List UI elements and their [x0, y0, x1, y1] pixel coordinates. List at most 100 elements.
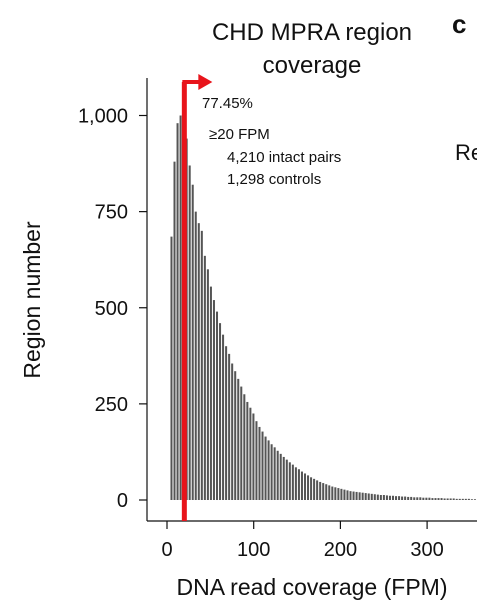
- histogram-bar: [379, 495, 382, 500]
- histogram-bar: [461, 498, 464, 500]
- histogram-bar: [370, 493, 373, 500]
- histogram-bar: [188, 165, 191, 501]
- histogram-bar: [252, 413, 255, 500]
- histogram-bar: [255, 421, 258, 500]
- histogram-bar: [240, 386, 243, 500]
- adjacent-panel-text: Re: [455, 140, 477, 165]
- y-tick-label: 500: [95, 298, 128, 320]
- histogram-bar: [431, 498, 434, 500]
- x-axis-title: DNA read coverage (FPM): [177, 574, 448, 600]
- histogram-bar: [346, 490, 349, 500]
- histogram-bar: [449, 498, 452, 500]
- histogram-bar: [428, 497, 431, 500]
- histogram-bar: [307, 475, 310, 500]
- histogram-bar: [340, 488, 343, 500]
- histogram-bar: [237, 378, 240, 500]
- histogram-bar: [319, 481, 322, 500]
- histogram-bar: [419, 497, 422, 500]
- chart-title-line-1: CHD MPRA region: [212, 19, 412, 46]
- histogram-bar: [197, 223, 200, 500]
- panel-label: c: [452, 9, 466, 39]
- histogram-bar: [276, 450, 279, 500]
- y-tick-label: 0: [117, 490, 128, 512]
- histogram-bar: [395, 496, 398, 500]
- histogram-bar: [373, 494, 376, 500]
- histogram-bar: [398, 496, 401, 500]
- histogram-bar: [325, 484, 328, 500]
- histogram-bar: [243, 394, 246, 500]
- threshold-arrow-head: [198, 74, 213, 90]
- histogram-bar: [382, 495, 385, 500]
- histogram-bar: [443, 498, 446, 500]
- histogram-bar: [358, 492, 361, 500]
- histogram-bar: [206, 269, 209, 500]
- histogram-bar: [267, 440, 270, 500]
- histogram-bar: [285, 459, 288, 500]
- histogram-bar: [434, 498, 437, 500]
- x-tick-label: 100: [237, 539, 270, 561]
- histogram-bar: [222, 334, 225, 500]
- histogram-bar: [455, 498, 458, 500]
- histogram-bar: [331, 486, 334, 500]
- histogram-bar: [355, 491, 358, 500]
- y-tick-label: 250: [95, 394, 128, 416]
- histogram-bar: [343, 489, 346, 500]
- histogram-bar: [279, 453, 282, 500]
- histogram-bar: [316, 480, 319, 500]
- threshold-marker: [181, 74, 213, 521]
- fpm-annotation: ≥20 FPM: [209, 126, 270, 143]
- histogram-bar: [458, 498, 461, 500]
- chart-title-line-2: coverage: [263, 52, 362, 79]
- histogram-bar: [367, 493, 370, 500]
- histogram-bar: [407, 496, 410, 500]
- histogram-bar: [334, 487, 337, 500]
- histogram-bar: [173, 161, 176, 500]
- x-tick-label: 200: [324, 539, 357, 561]
- histogram-bar: [300, 471, 303, 500]
- histogram-bar: [437, 498, 440, 500]
- histogram-bar: [234, 371, 237, 500]
- histogram-bar: [391, 495, 395, 500]
- histogram-bar: [212, 300, 215, 500]
- histogram-bar: [246, 401, 249, 500]
- histogram-bar: [228, 353, 231, 500]
- histogram-bar: [288, 462, 291, 500]
- histogram-bar: [273, 447, 276, 500]
- histogram-bar: [467, 498, 470, 500]
- histogram-bar: [425, 497, 428, 500]
- x-tick-label: 300: [410, 539, 443, 561]
- y-ticks: 0 250 500 750 1,000: [78, 106, 147, 512]
- histogram-bar: [203, 255, 206, 500]
- histogram-bar: [176, 123, 179, 500]
- histogram-bar: [194, 211, 197, 501]
- histogram-bar: [215, 311, 219, 501]
- histogram-bar: [179, 115, 182, 500]
- histogram-bar: [440, 498, 443, 500]
- histogram-bar: [200, 230, 203, 500]
- histogram-bar: [385, 495, 388, 500]
- x-ticks: 0 100 200 300: [161, 521, 444, 561]
- histogram-bar: [416, 497, 419, 500]
- histogram-bar: [313, 478, 316, 500]
- histogram-bar: [470, 499, 473, 500]
- histogram-bar: [219, 323, 222, 500]
- x-tick-label: 0: [161, 539, 172, 561]
- histogram-bar: [170, 236, 173, 500]
- histogram-bar: [337, 488, 340, 500]
- y-axis-title: Region number: [19, 221, 45, 379]
- histogram-bar: [249, 407, 252, 500]
- histogram-bar: [473, 499, 476, 500]
- histogram-bar: [352, 491, 355, 500]
- histogram-bar: [422, 497, 425, 500]
- histogram-bar: [303, 473, 307, 500]
- histogram-bar: [261, 431, 264, 500]
- histogram-bar: [231, 363, 234, 500]
- histogram-bar: [404, 496, 407, 500]
- y-tick-label: 750: [95, 202, 128, 224]
- histogram-bar: [452, 498, 455, 500]
- histogram-bar: [209, 286, 212, 500]
- pairs-annotation: 4,210 intact pairs: [227, 149, 341, 166]
- histogram-bar: [446, 498, 449, 500]
- histogram-bars: [170, 115, 476, 501]
